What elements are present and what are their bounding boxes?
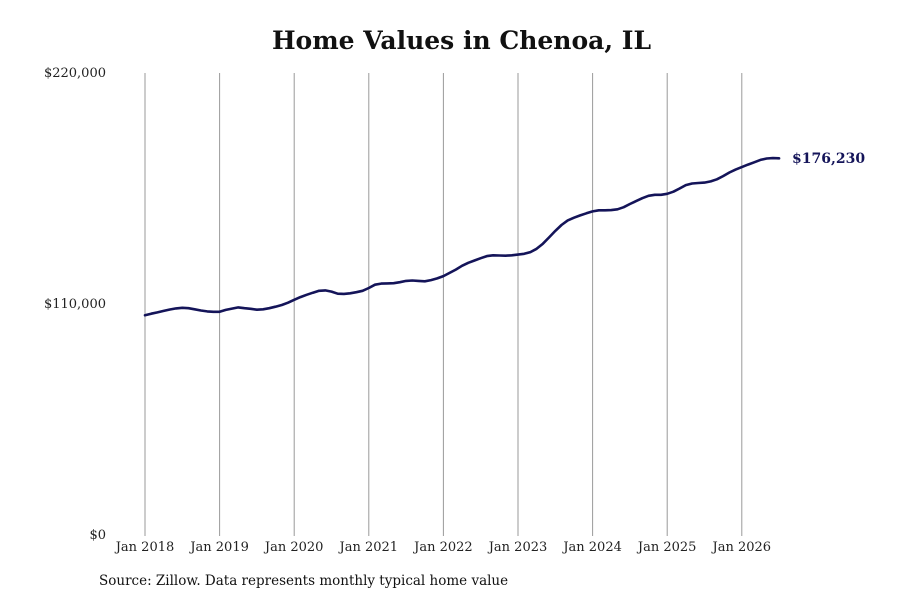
x-tick-label: Jan 2020	[263, 540, 324, 555]
x-tick-label: Jan 2019	[188, 540, 249, 555]
y-tick-label: $0	[89, 528, 106, 543]
source-note: Source: Zillow. Data represents monthly …	[99, 573, 509, 589]
x-tick-label: Jan 2024	[561, 540, 622, 555]
end-value-label: $176,230	[792, 151, 865, 167]
x-tick-label: Jan 2022	[412, 540, 473, 555]
series-line	[143, 156, 781, 317]
x-tick-label: Jan 2021	[338, 540, 399, 555]
y-tick-label: $110,000	[44, 297, 106, 312]
x-tick-label: Jan 2026	[711, 540, 772, 555]
x-tick-label: Jan 2023	[487, 540, 548, 555]
x-tick-label: Jan 2018	[114, 540, 175, 555]
x-tick-label: Jan 2025	[636, 540, 697, 555]
chart-title: Home Values in Chenoa, IL	[271, 26, 652, 55]
y-tick-label: $220,000	[44, 66, 106, 81]
